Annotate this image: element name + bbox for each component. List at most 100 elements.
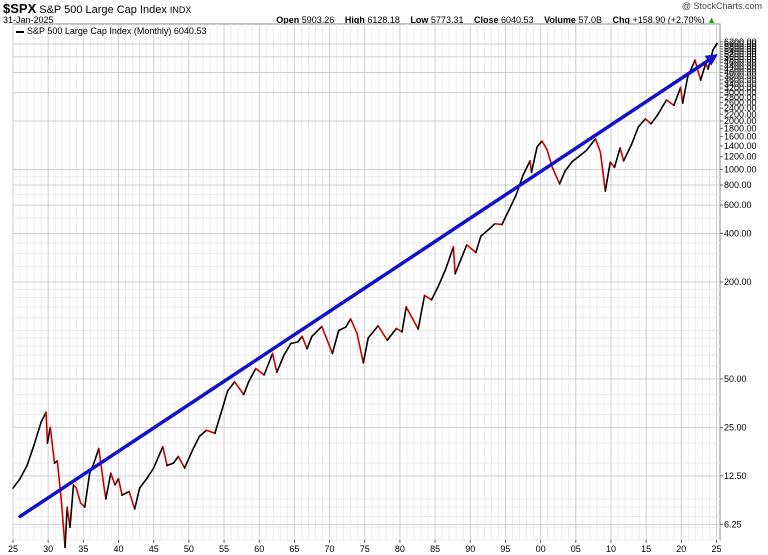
price-segment <box>480 229 489 237</box>
high-label: High <box>344 15 365 25</box>
y-tick-label: 25.00 <box>724 422 747 432</box>
price-segment <box>508 194 517 211</box>
y-tick-label: 12.50 <box>724 471 747 481</box>
x-tick-label: 95 <box>500 544 510 554</box>
price-segment <box>401 306 408 333</box>
price-segment <box>60 502 66 549</box>
price-segment <box>69 484 75 529</box>
price-segment <box>594 137 602 153</box>
price-segment <box>613 147 621 169</box>
price-segment <box>45 411 49 444</box>
price-segment <box>571 155 581 163</box>
price-segment <box>665 99 675 107</box>
price-segment <box>650 114 659 125</box>
price-segment <box>172 455 180 464</box>
price-segment <box>501 209 510 226</box>
price-segment <box>530 146 538 174</box>
price-segment <box>599 151 607 192</box>
y-tick-label: 3400.00 <box>724 79 757 89</box>
price-segment <box>301 335 308 350</box>
y-tick-label: 4200.00 <box>724 64 757 74</box>
x-tick-label: 75 <box>360 544 370 554</box>
y-tick-label: 2600.00 <box>724 98 757 108</box>
price-segment <box>177 455 186 469</box>
price-segment <box>226 381 236 392</box>
price-segment <box>465 244 477 254</box>
y-axis: 6.25 12.50 25.00 50.00 200.00 400.00 600.00 800… <box>720 37 757 529</box>
price-segment <box>183 449 194 469</box>
price-segment <box>75 487 82 504</box>
x-tick-label: 90 <box>465 544 475 554</box>
x-tick-label: 25 <box>8 544 18 554</box>
y-tick-label: 4000.00 <box>724 67 757 77</box>
price-segment <box>454 261 461 275</box>
x-tick-label: 45 <box>149 544 159 554</box>
price-segment <box>377 324 389 342</box>
legend-label: S&P 500 Large Cap Index (Monthly) 6040.5… <box>27 26 207 36</box>
price-segment <box>475 235 482 254</box>
x-tick-label: 15 <box>641 544 651 554</box>
price-segment <box>166 462 175 467</box>
y-tick-label: 400.00 <box>724 229 752 239</box>
y-tick-label: 1000.00 <box>724 164 757 174</box>
price-segment <box>681 76 689 104</box>
price-segment <box>145 467 155 480</box>
low-value: 5773.31 <box>430 15 464 25</box>
price-segment <box>395 327 403 333</box>
x-tick-label: 35 <box>78 544 88 554</box>
price-segment <box>233 381 245 396</box>
price-segment <box>49 426 56 464</box>
price-segment <box>117 477 123 496</box>
price-segment <box>283 342 292 357</box>
index-name: S&P 500 Large Cap Index <box>39 4 167 16</box>
price-segment <box>630 125 640 146</box>
y-tick-label: 800.00 <box>724 180 752 190</box>
price-segment <box>386 327 398 342</box>
y-tick-label: 5800.00 <box>724 41 757 51</box>
price-segment <box>494 222 503 226</box>
price-segment <box>98 447 105 486</box>
price-segment <box>673 86 682 107</box>
symbol: $SPX <box>3 1 37 16</box>
price-segment <box>297 335 303 343</box>
price-segment <box>219 390 229 416</box>
price-segment <box>637 118 647 128</box>
volume-value: 57.0B <box>578 15 602 25</box>
x-tick-label: 20 <box>676 544 686 554</box>
ohlc-readout: Open 5903.26 High 6128.18 Low 5773.31 Cl… <box>276 15 716 25</box>
price-segment <box>64 506 68 549</box>
price-segment <box>242 381 250 396</box>
y-tick-label: 1400.00 <box>724 141 757 151</box>
price-segment <box>349 318 358 335</box>
price-segment <box>12 477 21 489</box>
price-segment <box>622 144 633 162</box>
y-tick-label: 3600.00 <box>724 75 757 85</box>
price-segment <box>290 341 299 345</box>
y-tick-label: 50.00 <box>724 374 747 384</box>
x-tick-label: 60 <box>254 544 264 554</box>
y-tick-label: 5200.00 <box>724 49 757 59</box>
brand-watermark: @ StockCharts.com <box>681 1 762 11</box>
x-tick-label: 80 <box>395 544 405 554</box>
price-segment <box>694 59 702 81</box>
legend: S&P 500 Large Cap Index (Monthly) 6040.5… <box>16 26 206 36</box>
price-segment <box>93 447 100 464</box>
y-tick-label: 1200.00 <box>724 152 757 162</box>
x-axis: 25 30 35 40 45 50 55 60 65 70 75 80 85 90 95 00 05 10 15 20… <box>8 540 721 554</box>
exchange: INDX <box>169 5 192 15</box>
price-segment <box>558 170 567 185</box>
y-tick-label: 3800.00 <box>724 71 757 81</box>
volume-label: Volume <box>544 15 576 25</box>
price-segment <box>344 318 352 328</box>
price-segment <box>356 332 365 364</box>
price-segment <box>133 487 141 510</box>
price-segment <box>214 413 222 435</box>
price-segment <box>254 367 265 376</box>
open-label: Open <box>276 15 300 25</box>
price-segment <box>121 490 130 496</box>
price-segment <box>306 335 313 350</box>
trendline-arrowhead <box>704 54 718 66</box>
price-segment <box>205 429 216 435</box>
y-tick-label: 600.00 <box>724 200 752 210</box>
